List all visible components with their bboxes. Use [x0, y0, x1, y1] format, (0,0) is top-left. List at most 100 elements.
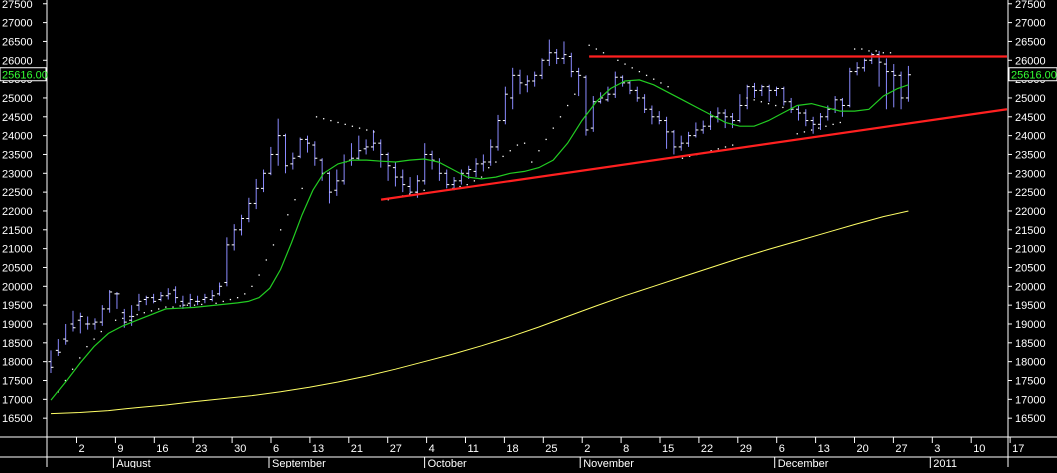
price-bar: [568, 52, 574, 78]
price-bar: [224, 237, 230, 287]
sar-dot: [832, 123, 834, 126]
price-bar: [187, 293, 193, 308]
sar-dot: [186, 304, 189, 306]
x-tick-label: 4: [429, 443, 435, 455]
y-tick-label-left: 19500: [2, 300, 33, 312]
price-bar: [605, 86, 611, 102]
month-label: November: [583, 458, 634, 468]
price-bar: [678, 135, 684, 151]
price-bar: [283, 133, 289, 174]
sar-dot: [868, 50, 870, 52]
price-bar: [151, 293, 157, 304]
x-tick-label: 18: [506, 443, 518, 455]
price-bar: [473, 158, 479, 178]
sar-dot: [889, 52, 892, 54]
sar-dot: [767, 102, 770, 105]
sar-dot: [531, 161, 533, 163]
y-tick-label-right: 22000: [1015, 206, 1046, 218]
price-bar: [686, 131, 692, 147]
x-tick-label: 11: [468, 443, 479, 455]
y-tick-label-right: 21000: [1015, 244, 1046, 256]
month-label: October: [428, 458, 467, 468]
price-bar: [114, 291, 120, 309]
sar-dot: [717, 148, 719, 150]
y-tick-label-left: 20500: [2, 262, 33, 274]
sar-dot: [753, 99, 755, 101]
price-bar: [788, 97, 794, 114]
sar-dot: [100, 330, 102, 333]
sar-dot: [566, 104, 569, 107]
price-bar: [744, 84, 750, 110]
sar-dot: [287, 214, 289, 216]
last-price-label: 25616.00: [1011, 70, 1057, 82]
price-bar: [480, 154, 486, 172]
sar-dot: [617, 59, 619, 61]
y-tick-label-right: 22500: [1015, 187, 1046, 199]
trendlines: [380, 55, 1008, 201]
month-label: December: [778, 458, 829, 468]
moving-averages: [50, 79, 909, 415]
month-label: September: [272, 458, 326, 468]
sar-dot: [172, 306, 174, 308]
sar-dot: [782, 106, 784, 109]
price-bar: [370, 129, 376, 151]
price-bar: [590, 96, 596, 132]
sar-dot: [760, 101, 763, 103]
price-bar: [656, 111, 662, 125]
sar-dot: [129, 315, 131, 318]
sar-dot: [624, 63, 626, 65]
price-bar: [532, 71, 538, 87]
sar-dot: [272, 244, 275, 246]
y-tick-label-left: 21500: [2, 225, 33, 237]
sar-dot: [839, 121, 841, 124]
price-bar: [722, 109, 728, 129]
sar-dot: [480, 176, 483, 178]
price-bar: [612, 71, 618, 98]
y-tick-label-right: 26000: [1015, 55, 1046, 67]
sar-dot: [409, 193, 411, 195]
price-bar: [781, 86, 787, 106]
sar-dot: [595, 48, 597, 50]
price-bar: [63, 323, 69, 345]
price-bar: [869, 52, 875, 65]
price-bar: [510, 67, 516, 110]
sar-dot: [301, 187, 303, 190]
price-bar: [671, 129, 677, 155]
price-bar: [737, 94, 743, 123]
price-bar: [664, 116, 670, 149]
price-bar: [239, 214, 245, 236]
sar-dot: [344, 123, 346, 126]
sar-dot: [222, 300, 224, 303]
price-bar: [649, 105, 655, 125]
sar-dot: [488, 167, 490, 169]
sar-dot: [588, 44, 590, 46]
price-bar: [627, 80, 633, 95]
x-tick-label: 27: [390, 443, 402, 455]
y-tick-label-left: 22000: [2, 206, 33, 218]
price-bar: [634, 86, 640, 102]
price-bar: [752, 82, 758, 98]
price-bar: [891, 64, 897, 108]
sar-dot: [645, 74, 648, 77]
sar-dot: [574, 93, 576, 95]
x-tick-label: 22: [701, 443, 713, 455]
price-bar: [444, 169, 450, 189]
price-bar: [898, 71, 904, 110]
y-tick-label-right: 17000: [1015, 394, 1046, 406]
price-bar: [202, 293, 208, 304]
sar-dot: [710, 150, 712, 152]
y-tick-label-left: 27000: [2, 18, 33, 30]
sar-dot: [337, 121, 339, 124]
x-tick-label: 30: [234, 443, 246, 455]
sar-dot: [495, 161, 497, 163]
x-tick-label: 21: [351, 443, 363, 455]
x-tick-label: 27: [895, 443, 907, 455]
y-tick-label-left: 26000: [2, 55, 33, 67]
price-bar: [85, 316, 91, 330]
price-bar: [847, 67, 853, 108]
price-bar: [766, 84, 772, 102]
x-tick-label: 3: [934, 443, 940, 455]
y-tick-label-right: 19500: [1015, 300, 1046, 312]
sar-dot: [294, 199, 296, 201]
